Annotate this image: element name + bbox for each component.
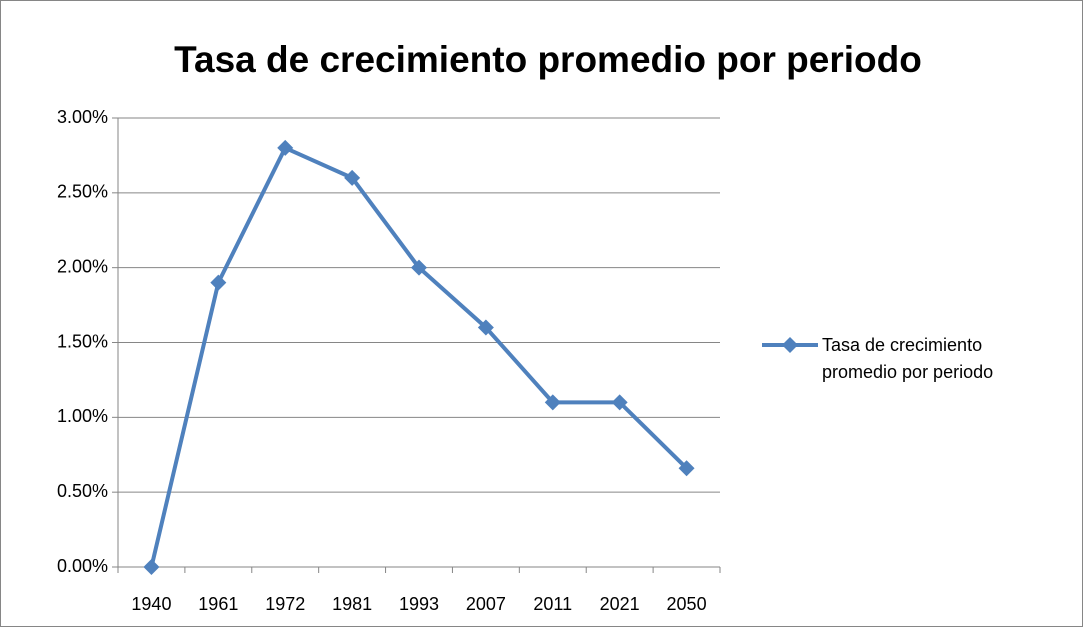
- x-tick-label: 2011: [533, 594, 572, 614]
- x-tick-label: 1972: [265, 594, 305, 614]
- legend-marker: [782, 337, 798, 353]
- marker: [210, 274, 227, 291]
- y-tick-label: 0.50%: [57, 481, 108, 501]
- x-tick-label: 1961: [198, 594, 238, 614]
- marker: [143, 559, 160, 575]
- marker: [544, 394, 561, 411]
- x-tick-label: 2050: [667, 594, 707, 614]
- y-tick-label: 2.50%: [57, 182, 108, 202]
- y-tick-label: 2.00%: [57, 256, 108, 276]
- marker: [611, 394, 628, 411]
- marker: [277, 139, 294, 156]
- x-tick-label: 1993: [399, 594, 439, 614]
- x-tick-label: 2007: [466, 594, 506, 614]
- y-tick-label: 3.00%: [57, 107, 108, 127]
- marker: [411, 259, 427, 276]
- marker: [678, 460, 695, 477]
- y-tick-label: 1.00%: [57, 406, 108, 426]
- chart-title: Tasa de crecimiento promedio por periodo: [174, 39, 922, 80]
- y-tick-label: 0.00%: [57, 556, 108, 576]
- marker: [477, 319, 494, 336]
- y-tick-label: 1.50%: [57, 331, 108, 351]
- x-tick-label: 2021: [600, 594, 640, 614]
- x-tick-label: 1981: [332, 594, 372, 614]
- legend-label: Tasa de crecimiento promedio por periodo: [822, 335, 994, 382]
- marker: [344, 169, 361, 186]
- x-tick-label: 1940: [131, 594, 171, 614]
